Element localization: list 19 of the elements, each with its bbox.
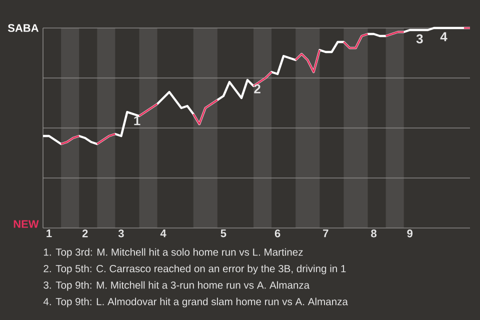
- x-tick-label: 4: [160, 230, 166, 238]
- x-tick-label: 5: [220, 230, 226, 238]
- annotation: 4: [440, 32, 448, 42]
- text: 1. Top 3rd: M. Mitchell hit a solo home run vs L. Martinez: [44, 248, 303, 258]
- annotation: 1: [134, 116, 140, 126]
- text: 4. Top 9th: L. Almodovar hit a grand slam home run vs A. Almanza: [43, 298, 348, 308]
- annotation: 2: [254, 84, 260, 94]
- x-tick-label: 1: [46, 230, 52, 238]
- x-tick-label: 7: [323, 230, 328, 238]
- text: SABA: [8, 24, 39, 32]
- x-tick-label: 6: [274, 230, 280, 238]
- annotation: 3: [416, 34, 423, 44]
- x-tick-label: 2: [82, 230, 88, 238]
- x-tick-label: 3: [118, 230, 124, 238]
- text: NEW: [14, 220, 39, 228]
- text: 2. Top 5th: C. Carrasco reached on an error by the 3B, driving in 1: [44, 264, 346, 274]
- x-tick-label: 9: [407, 230, 413, 238]
- text: 3. Top 9th: M. Mitchell hit a 3-run home run vs A. Almanza: [44, 281, 310, 291]
- x-tick-label: 8: [371, 230, 376, 238]
